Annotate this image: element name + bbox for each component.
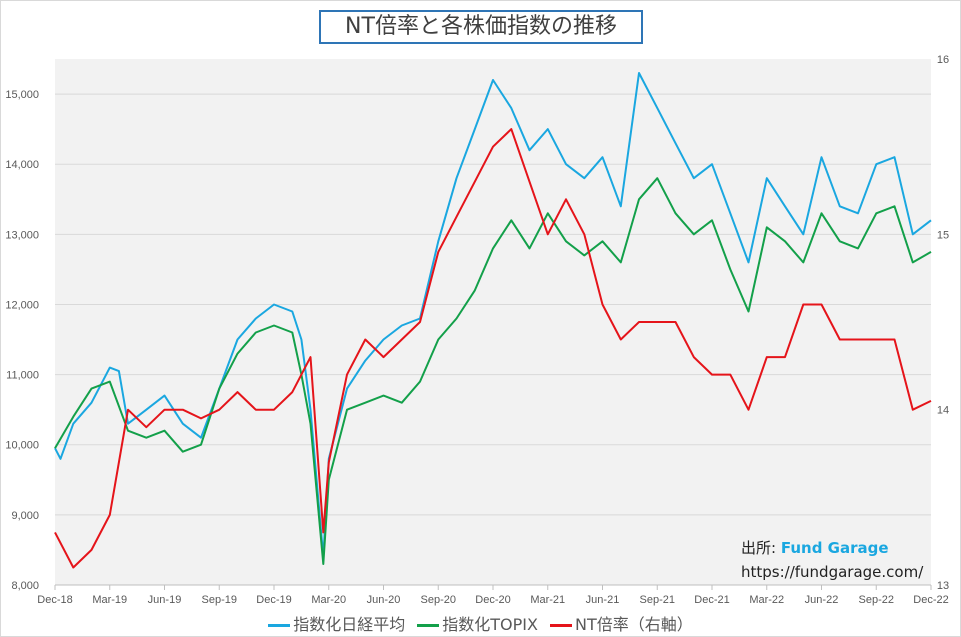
x-tick-label: Sep-21 <box>640 594 675 606</box>
legend-label: 指数化TOPIX <box>442 615 538 634</box>
x-tick-label: Sep-22 <box>859 594 894 606</box>
source-label: 出所: <box>741 539 777 557</box>
x-tick-label: Mar-21 <box>530 594 565 606</box>
x-tick-label: Jun-22 <box>805 594 839 606</box>
series-line-2 <box>54 128 932 569</box>
x-tick-label: Dec-20 <box>475 594 510 606</box>
y-right-tick-label: 16 <box>937 54 949 66</box>
y-left-tick-label: 14,000 <box>5 159 39 171</box>
x-tick-label: Jun-19 <box>148 594 182 606</box>
x-tick-label: Sep-20 <box>421 594 456 606</box>
x-tick-label: Mar-22 <box>749 594 784 606</box>
legend-label: NT倍率（右軸） <box>574 615 693 634</box>
y-left-tick-label: 8,000 <box>11 580 39 592</box>
y-left-tick-label: 12,000 <box>5 299 39 311</box>
series-line-0 <box>54 72 932 558</box>
y-left-tick-label: 15,000 <box>5 89 39 101</box>
legend: 指数化日経平均 指数化TOPIX NT倍率（右軸） <box>1 611 960 635</box>
x-tick-label: Mar-20 <box>311 594 346 606</box>
legend-item: 指数化TOPIX <box>417 611 538 635</box>
source-note: 出所: Fund Garage https://fundgarage.com/ <box>741 536 923 584</box>
y-left-tick-label: 10,000 <box>5 440 39 452</box>
x-tick-label: Dec-18 <box>37 594 72 606</box>
y-left-tick-label: 13,000 <box>5 229 39 241</box>
x-tick-label: Dec-19 <box>256 594 291 606</box>
y-left-tick-label: 11,000 <box>6 370 39 382</box>
legend-swatch <box>268 624 291 627</box>
legend-label: 指数化日経平均 <box>293 615 406 634</box>
y-right-tick-label: 14 <box>937 405 949 417</box>
x-tick-label: Dec-21 <box>694 594 729 606</box>
x-tick-label: Sep-19 <box>202 594 237 606</box>
series-line-1 <box>54 177 932 565</box>
legend-item: NT倍率（右軸） <box>549 611 693 635</box>
legend-swatch <box>417 624 440 627</box>
legend-swatch <box>549 624 572 627</box>
x-tick-label: Jun-21 <box>586 594 620 606</box>
source-brand: Fund Garage <box>780 539 889 557</box>
y-right-tick-label: 15 <box>937 229 949 241</box>
chart-title: NT倍率と各株価指数の推移 <box>319 10 643 44</box>
x-tick-label: Jun-20 <box>367 594 401 606</box>
legend-item: 指数化日経平均 <box>268 611 405 635</box>
plot-area <box>55 59 931 585</box>
source-url: https://fundgarage.com/ <box>741 563 924 581</box>
y-right-tick-label: 13 <box>937 580 949 592</box>
x-tick-label: Dec-22 <box>913 594 948 606</box>
x-tick-label: Mar-19 <box>92 594 127 606</box>
y-left-tick-label: 9,000 <box>11 510 39 522</box>
